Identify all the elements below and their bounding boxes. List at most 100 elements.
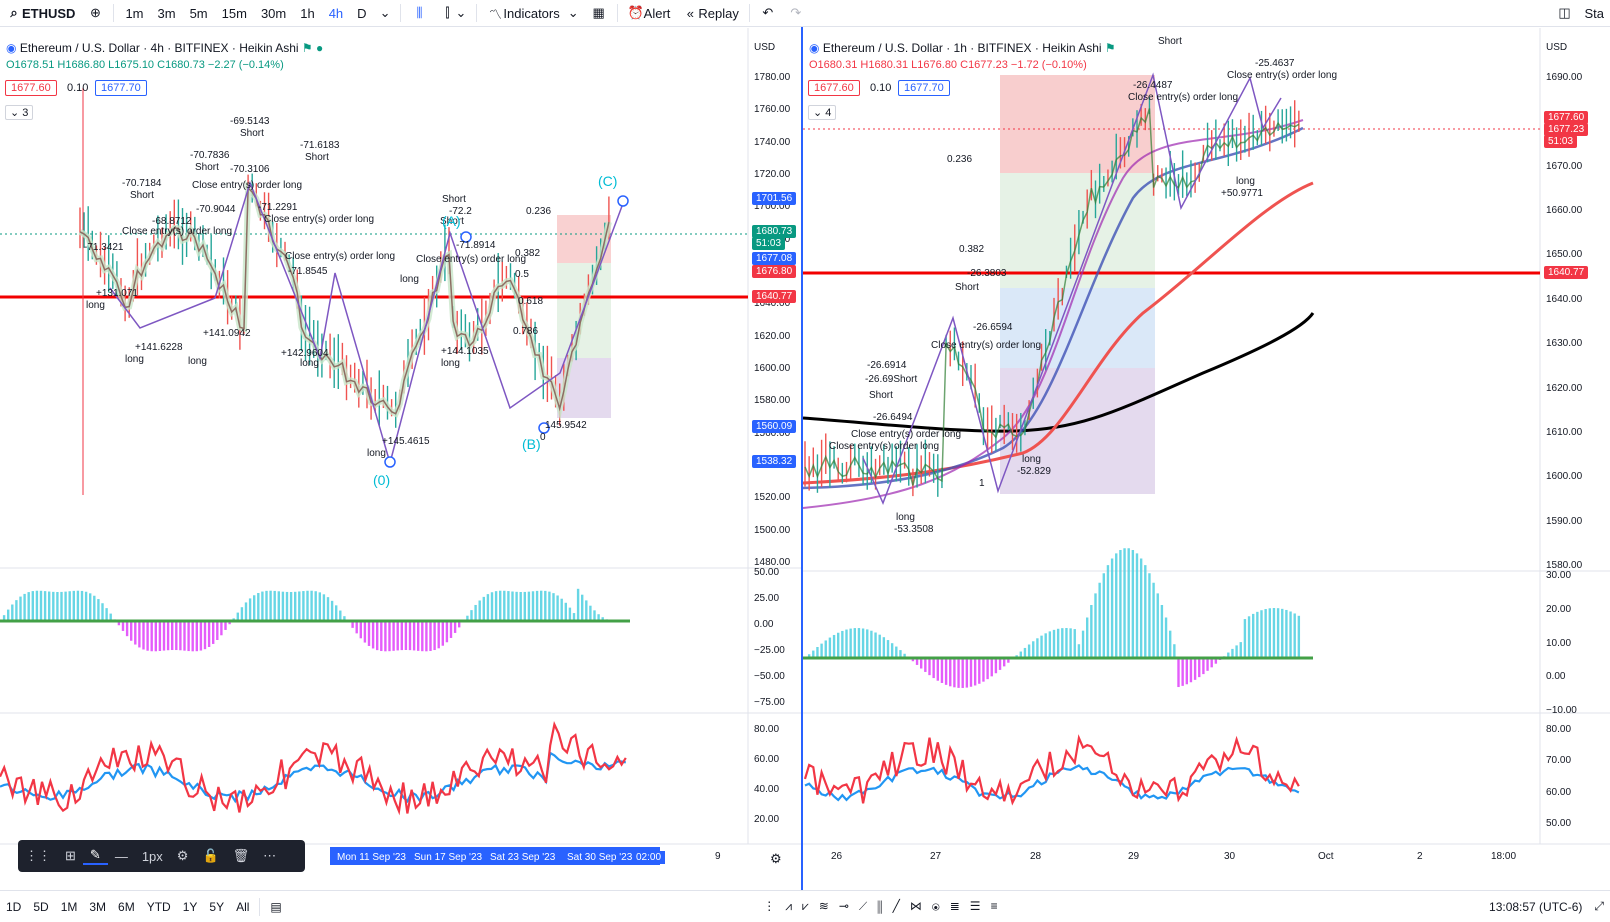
- time-axis-label: Sun 17 Sep '23: [410, 851, 487, 864]
- template-icon[interactable]: ⊞: [65, 848, 76, 863]
- price-axis-label: 1600.00: [1546, 471, 1583, 483]
- trade-annotation: +141.6228: [135, 342, 183, 353]
- range-1m[interactable]: 1M: [60, 899, 78, 914]
- pattern-icon[interactable]: ⩘: [785, 899, 802, 913]
- interval-4h[interactable]: 4h: [328, 5, 344, 21]
- price-axis-label: 1560.00: [754, 427, 791, 439]
- heikin-ma-line: [804, 108, 1300, 486]
- left-ask-box[interactable]: 1677.70: [95, 80, 147, 96]
- price-axis-label: 1590.00: [1546, 515, 1583, 527]
- collapse-icon[interactable]: ◉: [6, 41, 17, 55]
- drawing-tools-row[interactable]: ⋮⩘⩗≋⊸⟋⫼╱⋈⦿≣☰≡: [757, 899, 1013, 914]
- layout-button[interactable]: ▦: [585, 0, 613, 27]
- trash-icon[interactable]: 🗑: [232, 848, 250, 863]
- collapse-icon[interactable]: ◉: [809, 41, 820, 55]
- trade-annotation: long: [125, 354, 144, 365]
- position-icon[interactable]: ☰: [969, 899, 991, 913]
- bar-type-button[interactable]: ⫿ ⌄: [433, 0, 472, 27]
- interval-30m[interactable]: 30m: [260, 5, 287, 21]
- trade-annotation: -70.3106: [230, 164, 270, 175]
- replay-button[interactable]: «Replay: [676, 0, 744, 27]
- ray-icon[interactable]: ⟋: [858, 899, 878, 913]
- range-6m[interactable]: 6M: [118, 899, 135, 914]
- add-circle-icon: ⊕: [90, 5, 101, 20]
- currency-label: USD: [1546, 42, 1568, 53]
- interval-5m[interactable]: 5m: [189, 5, 208, 21]
- left-chart-pane[interactable]: ◉ Ethereum / U.S. Dollar · 4h · BITFINEX…: [0, 28, 801, 890]
- trade-annotation: Close entry(s) order long: [285, 251, 396, 262]
- interval-15m[interactable]: 15m: [221, 5, 247, 21]
- lock-icon[interactable]: 🔓: [202, 848, 219, 863]
- symbol-search[interactable]: ⌕ ETHUSD: [0, 0, 81, 27]
- more-icon[interactable]: ⋯: [263, 848, 277, 863]
- interval-3m[interactable]: 3m: [157, 5, 176, 21]
- wave-point: [384, 456, 396, 468]
- right-text: Sta: [1584, 5, 1604, 21]
- right-chart-pane[interactable]: ◉ Ethereum / U.S. Dollar · 1h · BITFINEX…: [803, 28, 1610, 890]
- range-5y[interactable]: 5Y: [209, 899, 225, 914]
- right-chart-canvas[interactable]: [803, 28, 1610, 890]
- channel-icon[interactable]: ≋: [818, 899, 839, 913]
- rsi-axis-label: 70.00: [1546, 755, 1572, 767]
- price-axis-label: 1580.00: [1546, 560, 1583, 571]
- fullscreen-button[interactable]: ⤢: [1588, 899, 1610, 914]
- interval-1h[interactable]: 1h: [300, 5, 315, 21]
- date-range-button[interactable]: ▤: [264, 900, 287, 914]
- rsi-axis-label: 40.00: [754, 784, 780, 795]
- range-1y[interactable]: 1Y: [182, 899, 198, 914]
- price-axis-label: 1760.00: [754, 104, 791, 116]
- line-style-icon[interactable]: —: [114, 848, 128, 864]
- trade-annotation: +142.9604: [281, 348, 329, 359]
- compare-button[interactable]: ⊕: [81, 0, 109, 27]
- hline-icon[interactable]: ⊸: [838, 899, 859, 913]
- xabcd-icon[interactable]: ⋈: [909, 899, 932, 913]
- time-axis-label: 27: [930, 851, 942, 862]
- price-tag: 1677.08: [752, 252, 797, 265]
- osc-axis-label: 30.00: [1546, 570, 1572, 581]
- chevron-down-icon: ⌄: [567, 5, 579, 20]
- left-indicator-counter[interactable]: ⌄ 3: [5, 105, 34, 120]
- fib-icon[interactable]: ⦿: [931, 899, 950, 913]
- alert-button[interactable]: ⏰ Alert: [622, 0, 677, 27]
- interval-dropdown[interactable]: ⌄: [374, 0, 397, 27]
- fib-retrace-icon[interactable]: ≣: [949, 899, 970, 913]
- trade-annotation: Short: [442, 194, 466, 205]
- indicators-button[interactable]: 〽 Indicators ⌄: [481, 0, 584, 27]
- clock[interactable]: 13:08:57 (UTC-6): [1489, 899, 1583, 914]
- menu-icon[interactable]: ≡: [990, 899, 1008, 913]
- drag-handle-icon[interactable]: ⋮⋮: [25, 848, 51, 863]
- right-ask-box[interactable]: 1677.70: [898, 80, 950, 96]
- fib-zone-lower: [1000, 288, 1155, 368]
- trade-annotation: -26.3803: [967, 268, 1007, 279]
- pane-divider[interactable]: [801, 27, 803, 890]
- wave-point: [538, 422, 550, 434]
- interval-d[interactable]: D: [357, 5, 367, 21]
- panel-toggle-button[interactable]: ◫: [1550, 0, 1578, 27]
- range-3m[interactable]: 3M: [89, 899, 107, 914]
- elliott-wave-label: (A): [442, 213, 461, 229]
- time-axis-label: 26: [831, 851, 843, 862]
- chart-type-button[interactable]: ⫼: [405, 0, 433, 27]
- left-spread: 0.10: [67, 82, 89, 94]
- interval-1m[interactable]: 1m: [125, 5, 144, 21]
- left-bid-box[interactable]: 1677.60: [5, 80, 57, 96]
- right-indicator-counter[interactable]: ⌄ 4: [808, 105, 837, 120]
- range-ytd[interactable]: YTD: [146, 899, 171, 914]
- trade-annotation: Short: [869, 390, 893, 401]
- undo-button[interactable]: ↶: [754, 0, 782, 27]
- range-1d[interactable]: 1D: [6, 899, 22, 914]
- redo-button[interactable]: ↷: [782, 0, 810, 27]
- left-chart-canvas[interactable]: [0, 28, 801, 890]
- settings-icon[interactable]: ⚙: [176, 848, 189, 863]
- settings-icon: ⚙: [770, 851, 782, 866]
- range-5d[interactable]: 5D: [33, 899, 49, 914]
- bars-pattern-icon[interactable]: ⫼: [877, 899, 893, 913]
- range-all[interactable]: All: [236, 899, 250, 914]
- line-width-button[interactable]: 1px: [141, 848, 163, 864]
- dots-icon[interactable]: ⋮: [763, 899, 786, 913]
- right-bid-box[interactable]: 1677.60: [808, 80, 860, 96]
- pencil-icon[interactable]: ✎: [82, 847, 108, 865]
- abcd-icon[interactable]: ⩗: [801, 899, 819, 913]
- indicators-label: Indicators: [503, 5, 560, 21]
- trendline-icon[interactable]: ╱: [892, 899, 910, 913]
